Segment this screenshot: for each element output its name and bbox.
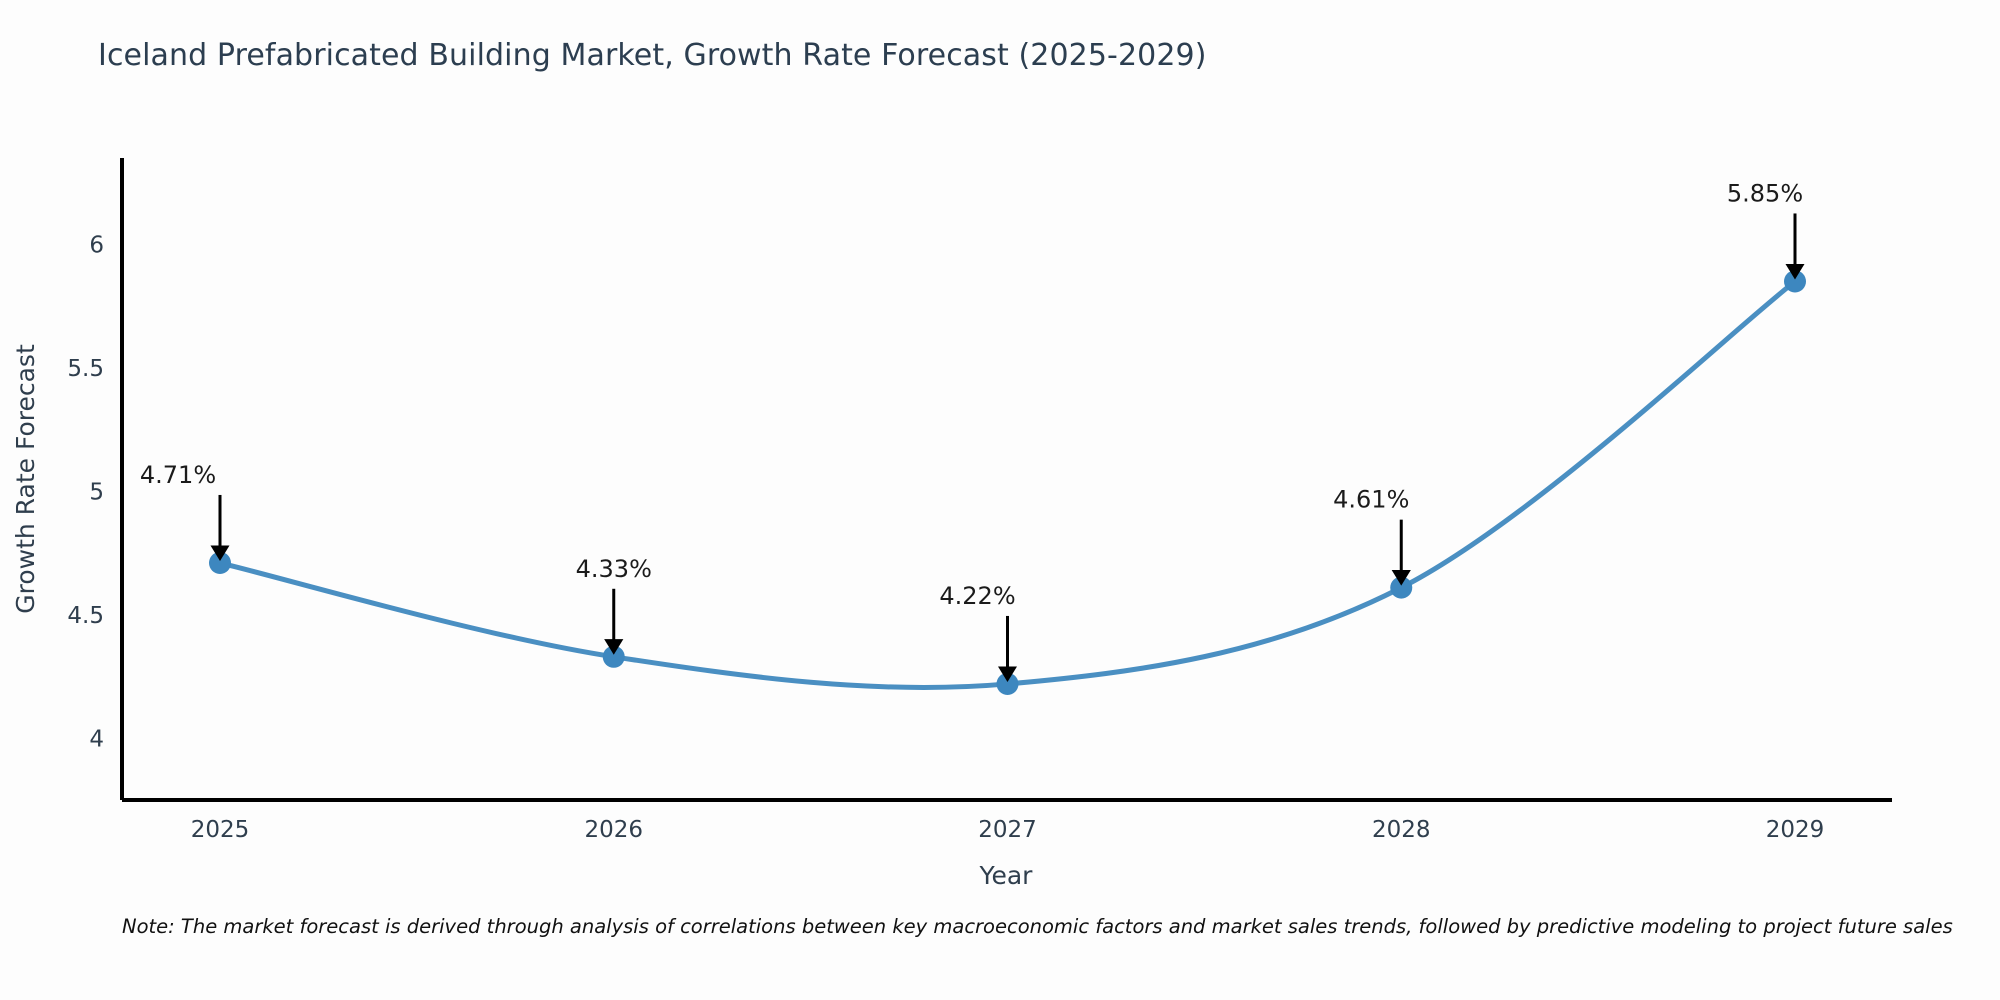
- chart-footnote: Note: The market forecast is derived thr…: [122, 915, 1953, 938]
- y-tick-label: 5: [89, 479, 104, 505]
- chart-title: Iceland Prefabricated Building Market, G…: [98, 38, 1207, 73]
- x-axis-title: Year: [979, 861, 1034, 890]
- data-point-marker: [1784, 270, 1806, 293]
- data-point-label: 4.22%: [939, 582, 1015, 610]
- data-point-marker: [1390, 576, 1413, 599]
- data-point-label: 5.85%: [1727, 179, 1803, 207]
- y-tick-label: 6: [89, 232, 104, 258]
- x-tick-label: 2026: [584, 817, 643, 843]
- y-axis-title: Growth Rate Forecast: [11, 344, 40, 614]
- x-tick-label: 2027: [978, 817, 1037, 843]
- data-point-marker: [996, 672, 1019, 695]
- y-axis-tick-labels: 4 4.5 5 5.5 6: [67, 232, 104, 752]
- x-axis-tick-labels: 2025 2026 2027 2028 2029: [191, 817, 1825, 843]
- y-tick-label: 5.5: [67, 356, 104, 382]
- data-point-marker: [602, 645, 625, 668]
- x-tick-label: 2028: [1372, 817, 1431, 843]
- data-point-label: 4.61%: [1333, 486, 1409, 514]
- x-tick-label: 2029: [1766, 817, 1825, 843]
- data-point-label: 4.71%: [140, 461, 216, 489]
- data-point-annotations: 4.71% 4.33% 4.22% 4.61% 5.85%: [140, 179, 1805, 682]
- y-tick-label: 4.5: [67, 603, 104, 629]
- data-point-label: 4.33%: [576, 555, 652, 583]
- data-point-marker: [209, 551, 231, 574]
- y-tick-label: 4: [89, 726, 104, 752]
- x-tick-label: 2025: [191, 817, 250, 843]
